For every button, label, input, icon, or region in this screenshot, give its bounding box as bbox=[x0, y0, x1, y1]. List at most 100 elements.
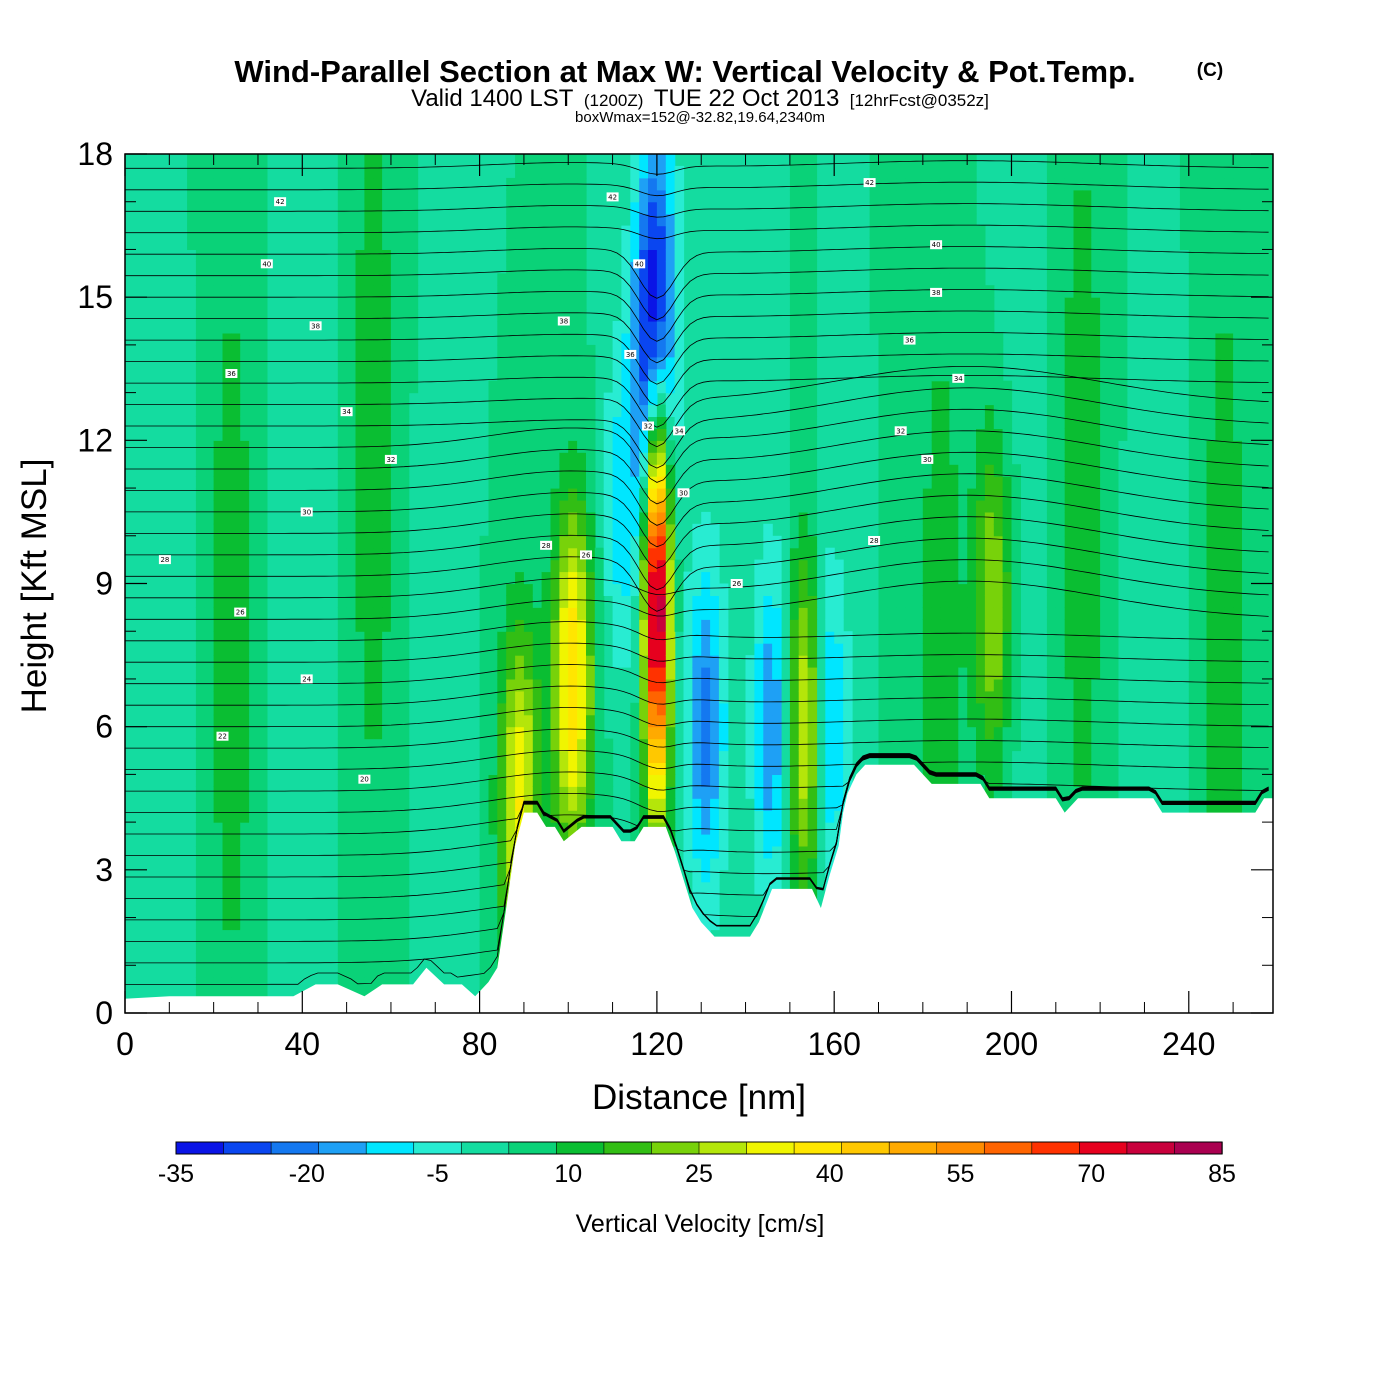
velocity-cell bbox=[222, 643, 232, 656]
velocity-cell bbox=[949, 476, 959, 489]
velocity-cell bbox=[373, 607, 383, 620]
velocity-cell bbox=[346, 392, 357, 406]
velocity-cell bbox=[701, 893, 711, 907]
velocity-cell bbox=[710, 702, 720, 716]
velocity-cell bbox=[878, 285, 888, 298]
velocity-cell bbox=[506, 297, 516, 310]
velocity-cell bbox=[1082, 201, 1092, 215]
velocity-cell bbox=[612, 392, 623, 406]
velocity-cell bbox=[967, 774, 977, 787]
velocity-cell bbox=[213, 237, 224, 250]
velocity-cell bbox=[1206, 452, 1216, 465]
velocity-cell bbox=[665, 309, 676, 322]
velocity-cell bbox=[373, 965, 383, 978]
velocity-cell bbox=[648, 523, 658, 537]
velocity-cell bbox=[249, 452, 259, 465]
velocity-cell bbox=[577, 619, 587, 632]
velocity-cell bbox=[399, 869, 410, 883]
velocity-cell bbox=[373, 953, 383, 966]
velocity-cell bbox=[958, 392, 968, 406]
velocity-cell bbox=[258, 702, 268, 716]
velocity-cell bbox=[222, 941, 232, 954]
velocity-cell bbox=[896, 416, 906, 429]
velocity-cell bbox=[355, 798, 365, 811]
velocity-cell bbox=[382, 500, 392, 513]
velocity-cell bbox=[399, 583, 410, 596]
velocity-cell bbox=[249, 213, 259, 227]
velocity-cell bbox=[603, 571, 614, 585]
velocity-cell bbox=[532, 154, 543, 167]
velocity-cell bbox=[1082, 440, 1092, 453]
velocity-cell bbox=[568, 392, 578, 406]
velocity-cell bbox=[967, 416, 977, 429]
velocity-cell bbox=[807, 452, 818, 465]
velocity-cell bbox=[231, 774, 241, 787]
velocity-cell bbox=[674, 368, 685, 382]
velocity-cell bbox=[656, 535, 667, 549]
velocity-cell bbox=[390, 941, 401, 954]
velocity-cell bbox=[958, 667, 968, 680]
velocity-cell bbox=[630, 333, 640, 346]
velocity-cell bbox=[258, 965, 268, 978]
velocity-cell bbox=[1100, 285, 1110, 298]
velocity-cell bbox=[656, 547, 667, 561]
velocity-cell bbox=[914, 488, 924, 501]
velocity-cell bbox=[479, 667, 490, 680]
velocity-cell bbox=[993, 619, 1004, 632]
velocity-cell bbox=[878, 404, 888, 417]
velocity-cell bbox=[763, 655, 773, 668]
velocity-cell bbox=[967, 547, 977, 561]
velocity-cell bbox=[337, 690, 348, 704]
velocity-cell bbox=[683, 822, 693, 835]
velocity-cell bbox=[612, 452, 623, 465]
velocity-cell bbox=[382, 225, 392, 239]
velocity-cell bbox=[639, 165, 649, 179]
velocity-cell bbox=[807, 786, 818, 799]
velocity-cell bbox=[337, 392, 348, 406]
velocity-cell bbox=[258, 488, 268, 501]
velocity-cell bbox=[577, 726, 587, 740]
velocity-cell bbox=[541, 213, 552, 227]
velocity-cell bbox=[373, 333, 383, 346]
velocity-cell bbox=[1055, 511, 1066, 525]
velocity-cell bbox=[931, 583, 942, 596]
velocity-cell bbox=[355, 213, 365, 227]
velocity-cell bbox=[1055, 273, 1066, 286]
velocity-cell bbox=[648, 309, 658, 322]
velocity-cell bbox=[1197, 416, 1208, 429]
velocity-cell bbox=[195, 321, 206, 334]
velocity-cell bbox=[506, 690, 516, 704]
velocity-cell bbox=[213, 511, 224, 525]
velocity-cell bbox=[559, 476, 569, 489]
velocity-cell bbox=[506, 583, 516, 596]
velocity-cell bbox=[1046, 583, 1057, 596]
velocity-cell bbox=[914, 344, 924, 358]
velocity-cell bbox=[789, 786, 800, 799]
velocity-cell bbox=[523, 619, 534, 632]
velocity-cell bbox=[1064, 404, 1075, 417]
velocity-cell bbox=[187, 225, 197, 239]
velocity-cell bbox=[1091, 690, 1101, 704]
velocity-cell bbox=[515, 595, 525, 608]
velocity-cell bbox=[665, 714, 676, 728]
velocity-cell bbox=[710, 738, 720, 752]
velocity-cell bbox=[213, 595, 224, 608]
velocity-cell bbox=[399, 500, 410, 513]
velocity-cell bbox=[1082, 464, 1092, 477]
velocity-cell bbox=[807, 416, 818, 429]
velocity-cell bbox=[346, 177, 357, 191]
velocity-cell bbox=[1046, 750, 1057, 763]
velocity-cell bbox=[213, 655, 224, 668]
velocity-cell bbox=[399, 261, 410, 274]
velocity-cell bbox=[789, 702, 800, 716]
velocity-cell bbox=[337, 726, 348, 740]
velocity-cell bbox=[834, 690, 844, 704]
velocity-cell bbox=[204, 500, 215, 513]
velocity-cell bbox=[701, 786, 711, 799]
velocity-cell bbox=[355, 953, 365, 966]
velocity-cell bbox=[922, 177, 933, 191]
velocity-cell bbox=[692, 750, 702, 763]
velocity-cell bbox=[240, 428, 250, 441]
velocity-cell bbox=[656, 595, 667, 608]
velocity-cell bbox=[807, 571, 818, 585]
